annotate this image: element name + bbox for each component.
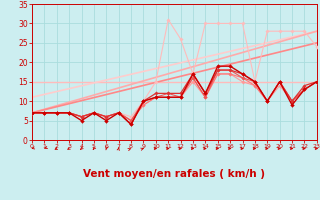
X-axis label: Vent moyen/en rafales ( km/h ): Vent moyen/en rafales ( km/h ) bbox=[84, 169, 265, 179]
